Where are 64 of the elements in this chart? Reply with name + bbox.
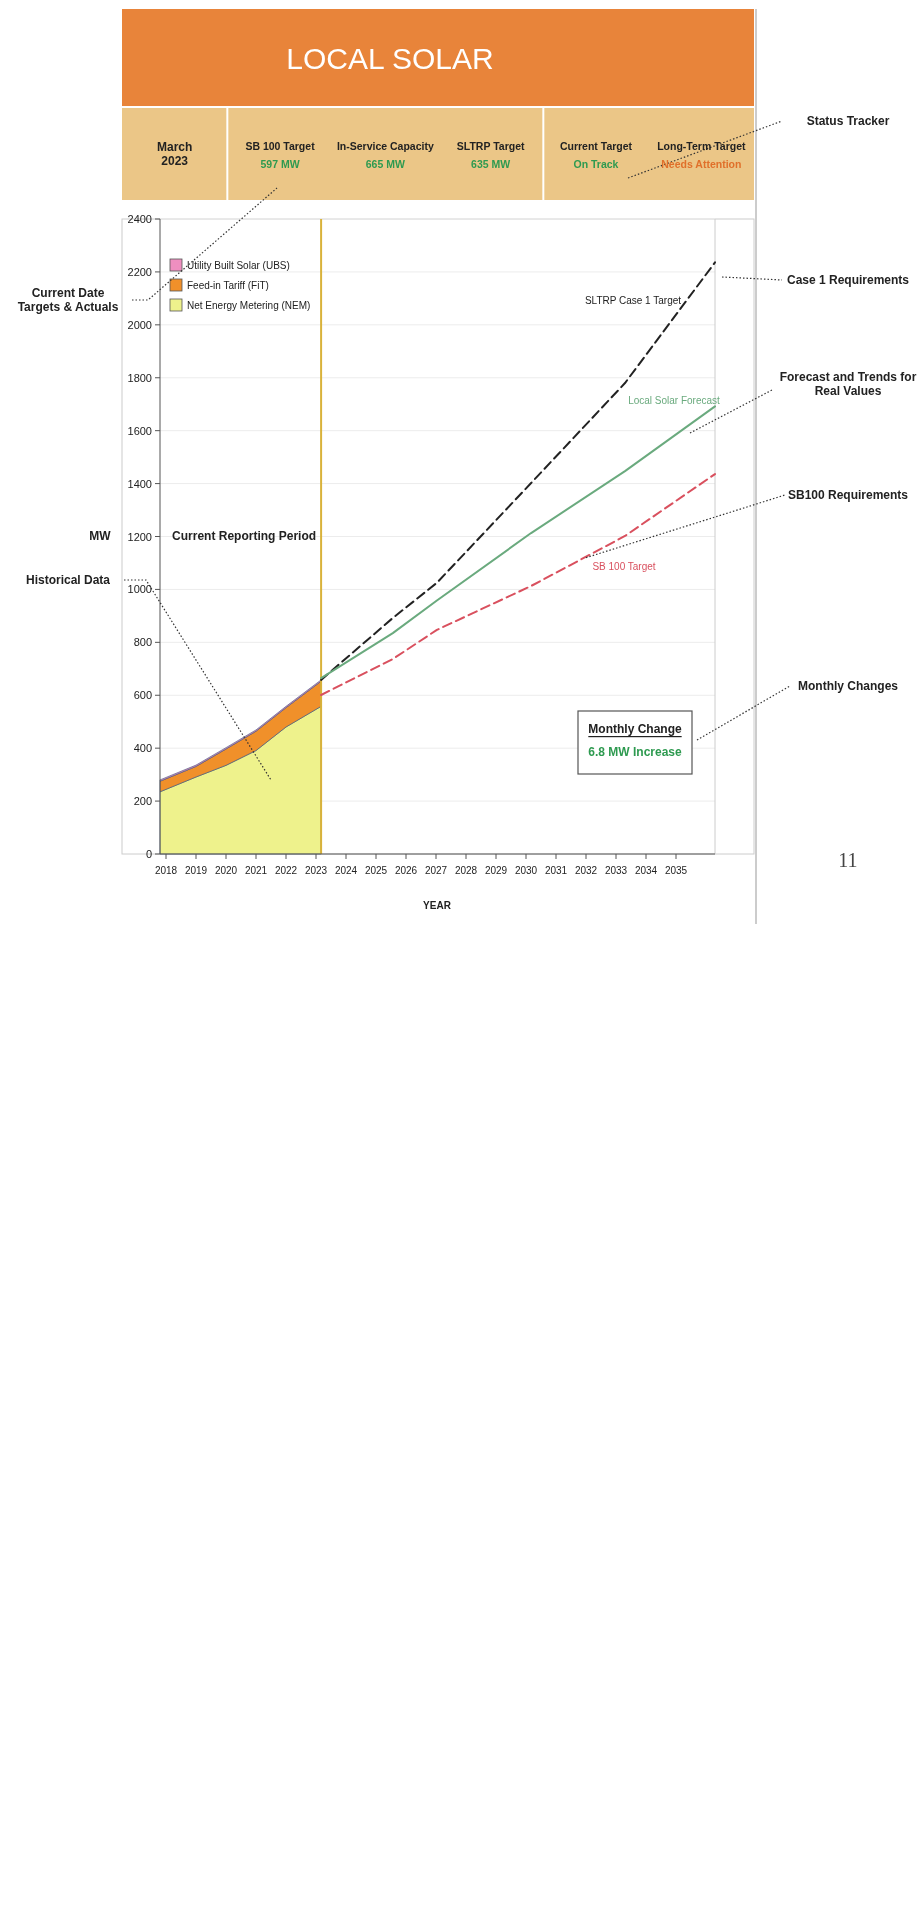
annotation: 6.8 MW Increase [588,745,683,759]
text: 11 [838,849,858,871]
legend-label: Net Energy Metering (NEM) [187,299,311,311]
annotation: Monthly Change [588,722,682,736]
legend-label: Feed-in Tariff (FiT) [187,279,269,291]
series-label: Local Solar Forecast [628,394,721,406]
chart-title: LOCAL SOLAR [286,41,494,75]
text: Current Date Targets & Actuals [17,285,119,315]
y-tick-label: 1600 [127,424,152,437]
line-series [320,473,716,696]
x-tick-label: 2034 [634,864,658,876]
x-tick-label: 2020 [214,864,238,876]
text: SB 100 Target [245,140,316,152]
y-tick-label: 800 [133,636,152,649]
text: 597 MW [260,158,300,170]
text: Status Tracker [806,114,890,128]
y-tick-label: 200 [133,795,152,808]
text: Case 1 Requirements [786,273,910,287]
y-tick-label: 0 [145,848,152,860]
x-tick-label: 2022 [274,864,298,876]
x-tick-label: 2029 [484,864,508,876]
text: 635 MW [471,158,511,170]
x-tick-label: 2024 [334,864,358,876]
x-tick-label: 2019 [184,864,208,876]
x-tick-label: 2027 [424,864,448,876]
x-tick-label: 2028 [454,864,478,876]
legend-label: Utility Built Solar (UBS) [187,259,290,271]
x-tick-label: 2032 [574,864,598,876]
text: Monthly Changes [797,679,899,693]
x-tick-label: 2025 [364,864,388,876]
y-tick-label: 1400 [127,477,152,490]
y-tick-label: 600 [133,689,152,702]
x-tick-label: 2030 [514,864,538,876]
text: Historical Data [25,573,111,587]
text: SLTRP Target [456,140,525,152]
y-tick-label: 1800 [127,371,152,384]
x-tick-label: 2021 [244,864,268,876]
y-tick-label: 400 [133,742,152,755]
y-axis-title: MW [89,529,112,543]
text: In-Service Capacity [336,140,434,152]
text: March 2023 [156,139,193,169]
line-series [320,405,716,680]
annotation: SB100 Requirements [787,488,909,502]
text: 665 MW [365,158,405,170]
ref-line-label: Current Reporting Period [172,529,317,543]
x-tick-label: 2033 [604,864,628,876]
y-tick-label: 1000 [127,583,152,596]
text: Needs Attention [661,158,742,170]
y-tick-label: 2200 [127,265,152,278]
text: Forecast and Trends for Real Values [779,369,917,399]
x-tick-label: 2031 [544,864,568,876]
x-tick-label: 2018 [154,864,178,876]
y-tick-label: 2400 [127,213,152,225]
series-label: SB 100 Target [592,560,656,572]
text: Long-Term Target [657,140,746,152]
y-tick-label: 1200 [127,530,152,543]
x-tick-label: 2035 [664,864,688,876]
x-tick-label: 2023 [304,864,328,876]
y-tick-label: 2000 [127,318,152,331]
x-axis-title: YEAR [423,899,452,911]
text: On Track [573,158,619,170]
text: Current Target [559,140,633,152]
x-tick-label: 2026 [394,864,418,876]
series-label: SLTRP Case 1 Target [584,294,682,306]
